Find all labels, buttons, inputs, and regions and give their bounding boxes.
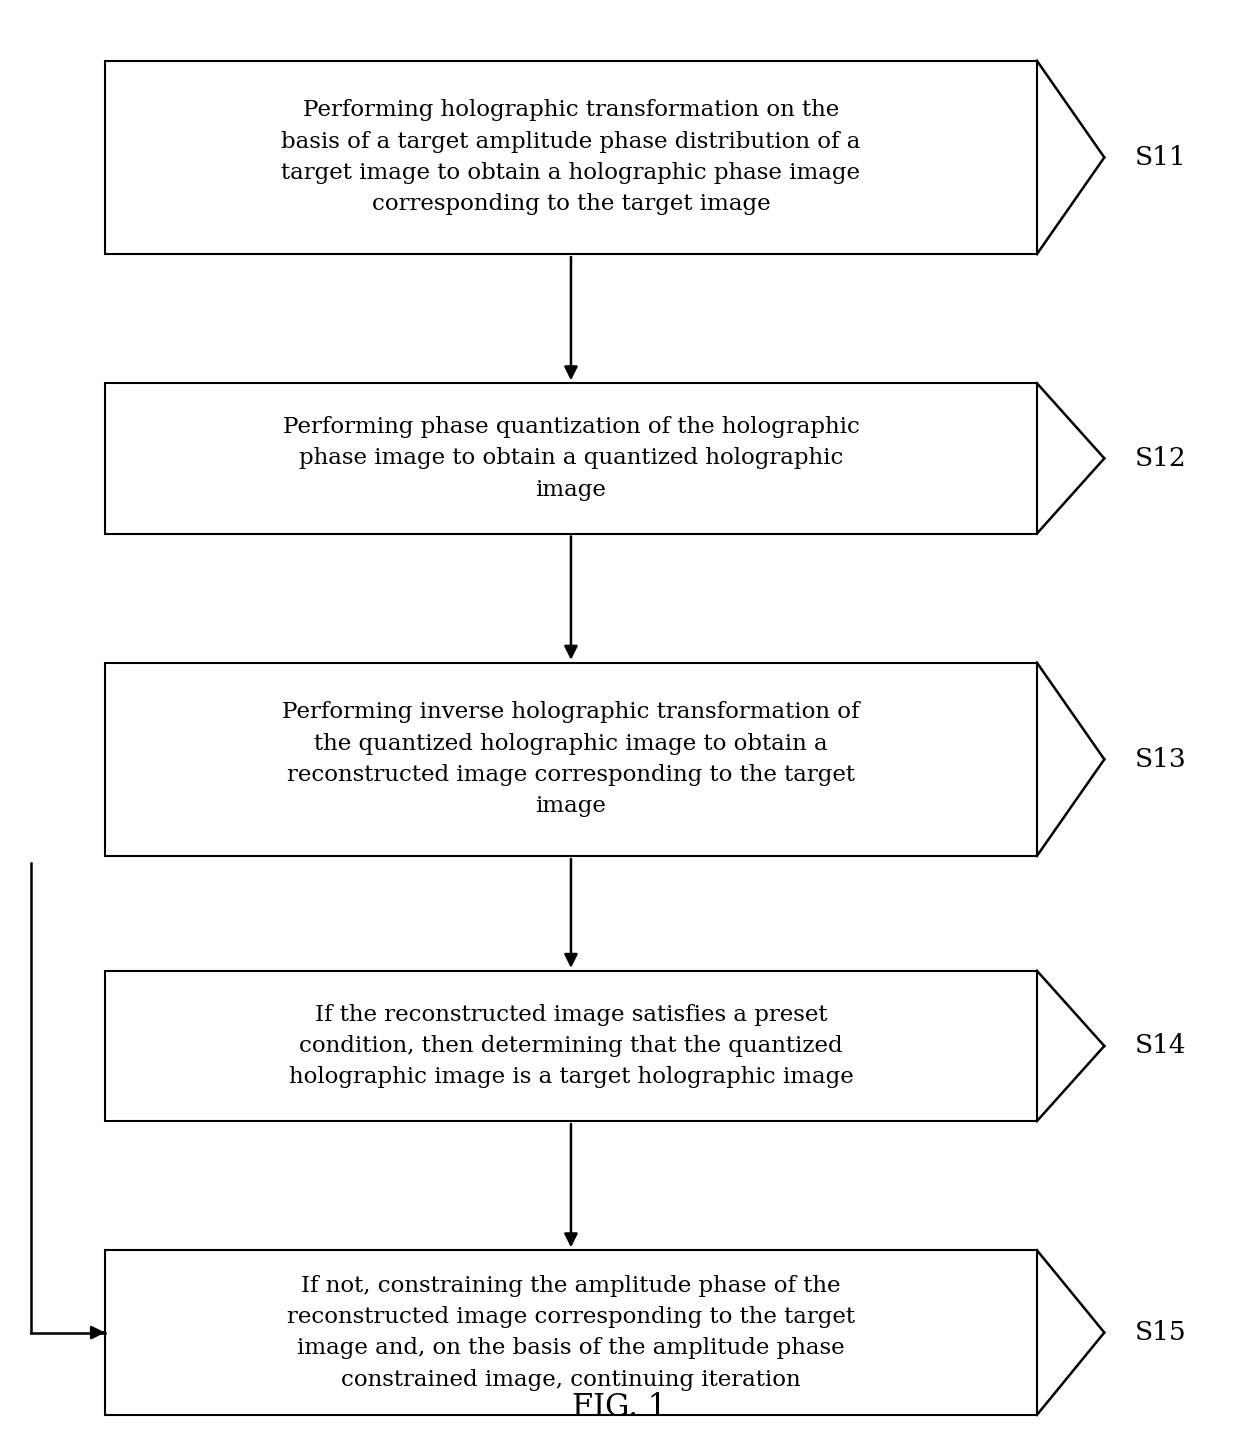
Text: If not, constraining the amplitude phase of the
reconstructed image correspondin: If not, constraining the amplitude phase… bbox=[286, 1275, 854, 1391]
FancyBboxPatch shape bbox=[105, 663, 1037, 857]
Text: If the reconstructed image satisfies a preset
condition, then determining that t: If the reconstructed image satisfies a p… bbox=[289, 1004, 853, 1088]
FancyBboxPatch shape bbox=[105, 1250, 1037, 1415]
Text: Performing holographic transformation on the
basis of a target amplitude phase d: Performing holographic transformation on… bbox=[281, 100, 861, 216]
FancyBboxPatch shape bbox=[105, 61, 1037, 255]
FancyBboxPatch shape bbox=[105, 383, 1037, 534]
FancyBboxPatch shape bbox=[105, 971, 1037, 1121]
Text: S12: S12 bbox=[1135, 446, 1187, 470]
Text: Performing phase quantization of the holographic
phase image to obtain a quantiz: Performing phase quantization of the hol… bbox=[283, 417, 859, 501]
Text: S15: S15 bbox=[1135, 1320, 1187, 1346]
Text: Performing inverse holographic transformation of
the quantized holographic image: Performing inverse holographic transform… bbox=[283, 702, 859, 818]
Text: FIG. 1: FIG. 1 bbox=[573, 1392, 667, 1422]
Text: S11: S11 bbox=[1135, 145, 1187, 169]
Text: S14: S14 bbox=[1135, 1033, 1187, 1058]
Text: S13: S13 bbox=[1135, 747, 1187, 771]
